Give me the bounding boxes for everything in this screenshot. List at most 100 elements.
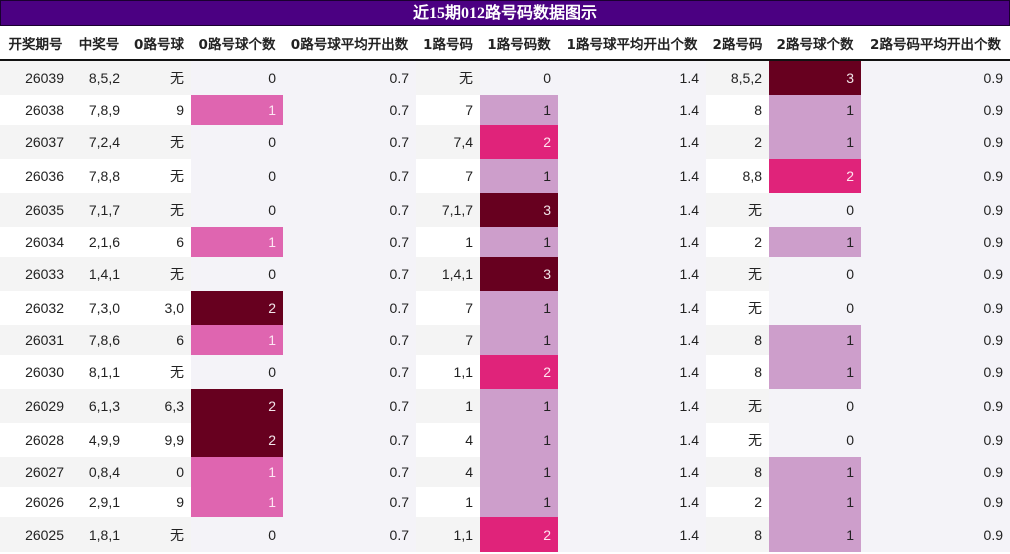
road0-balls-cell: 无 [127,193,191,227]
road2-count-cell: 1 [769,517,861,552]
col-header-road0-count: 0路号球个数 [191,26,283,61]
road0-count-cell: 2 [191,291,283,325]
period-cell: 26027 [0,457,71,487]
road1-avg-cell: 1.4 [558,60,706,95]
table-row: 26037 7,2,4 无 0 0.7 7,4 2 1.4 2 1 0.9 [0,125,1010,159]
road0-count-cell: 0 [191,60,283,95]
period-cell: 26033 [0,257,71,291]
road2-count-cell: 0 [769,291,861,325]
road1-count-cell: 1 [480,423,558,457]
road1-avg-cell: 1.4 [558,325,706,355]
table-row: 26030 8,1,1 无 0 0.7 1,1 2 1.4 8 1 0.9 [0,355,1010,389]
road1-avg-cell: 1.4 [558,457,706,487]
road0-count-cell: 0 [191,193,283,227]
period-cell: 26025 [0,517,71,552]
road2-count-cell: 0 [769,193,861,227]
road1-numbers-cell: 7,4 [416,125,480,159]
road2-numbers-cell: 2 [706,125,769,159]
col-header-period: 开奖期号 [0,26,71,61]
road1-avg-cell: 1.4 [558,125,706,159]
road2-count-cell: 1 [769,227,861,257]
road0-count-cell: 2 [191,389,283,423]
col-header-road2-avg: 2路号码平均开出个数 [861,26,1010,61]
road1-avg-cell: 1.4 [558,257,706,291]
road1-avg-cell: 1.4 [558,227,706,257]
road1-count-cell: 1 [480,389,558,423]
period-cell: 26032 [0,291,71,325]
road0-count-cell: 0 [191,355,283,389]
road0-balls-cell: 9 [127,95,191,125]
road1-numbers-cell: 1,4,1 [416,257,480,291]
period-cell: 26028 [0,423,71,457]
road1-avg-cell: 1.4 [558,159,706,193]
winning-number-cell: 2,1,6 [71,227,127,257]
road1-count-cell: 2 [480,355,558,389]
period-cell: 26036 [0,159,71,193]
col-header-road1-count: 1路号码数 [480,26,558,61]
road0-count-cell: 1 [191,325,283,355]
col-header-road2-numbers: 2路号码 [706,26,769,61]
period-cell: 26038 [0,95,71,125]
period-cell: 26037 [0,125,71,159]
road2-count-cell: 2 [769,159,861,193]
road0-balls-cell: 6,3 [127,389,191,423]
road1-numbers-cell: 4 [416,457,480,487]
road2-avg-cell: 0.9 [861,517,1010,552]
road1-avg-cell: 1.4 [558,487,706,517]
road0-avg-cell: 0.7 [283,125,416,159]
road1-numbers-cell: 无 [416,60,480,95]
table-row: 26027 0,8,4 0 1 0.7 4 1 1.4 8 1 0.9 [0,457,1010,487]
road2-count-cell: 1 [769,325,861,355]
road1-numbers-cell: 7 [416,159,480,193]
col-header-road2-count: 2路号球个数 [769,26,861,61]
winning-number-cell: 6,1,3 [71,389,127,423]
road0-avg-cell: 0.7 [283,487,416,517]
road2-avg-cell: 0.9 [861,355,1010,389]
road2-numbers-cell: 无 [706,257,769,291]
road0-balls-cell: 无 [127,517,191,552]
road2-avg-cell: 0.9 [861,389,1010,423]
period-cell: 26034 [0,227,71,257]
winning-number-cell: 1,4,1 [71,257,127,291]
road2-count-cell: 1 [769,125,861,159]
road2-count-cell: 1 [769,95,861,125]
winning-number-cell: 0,8,4 [71,457,127,487]
table-title: 近15期012路号码数据图示 [0,0,1010,26]
road1-count-cell: 0 [480,60,558,95]
road2-numbers-cell: 8,5,2 [706,60,769,95]
road2-count-cell: 1 [769,355,861,389]
winning-number-cell: 7,2,4 [71,125,127,159]
road1-numbers-cell: 7 [416,291,480,325]
road2-numbers-cell: 8,8 [706,159,769,193]
road2-avg-cell: 0.9 [861,457,1010,487]
road0-count-cell: 0 [191,257,283,291]
winning-number-cell: 7,8,8 [71,159,127,193]
col-header-road0-balls: 0路号球 [127,26,191,61]
road0-avg-cell: 0.7 [283,457,416,487]
road1-count-cell: 1 [480,291,558,325]
road2-numbers-cell: 8 [706,457,769,487]
road0-count-cell: 1 [191,487,283,517]
road0-avg-cell: 0.7 [283,227,416,257]
road2-count-cell: 0 [769,423,861,457]
col-header-winning-number: 中奖号 [71,26,127,61]
road2-numbers-cell: 2 [706,487,769,517]
road2-avg-cell: 0.9 [861,227,1010,257]
road2-count-cell: 0 [769,389,861,423]
road0-avg-cell: 0.7 [283,60,416,95]
col-header-road1-avg: 1路号球平均开出个数 [558,26,706,61]
road1-avg-cell: 1.4 [558,423,706,457]
winning-number-cell: 2,9,1 [71,487,127,517]
road1-count-cell: 3 [480,257,558,291]
road1-numbers-cell: 7 [416,325,480,355]
table-row: 26038 7,8,9 9 1 0.7 7 1 1.4 8 1 0.9 [0,95,1010,125]
table-row: 26025 1,8,1 无 0 0.7 1,1 2 1.4 8 1 0.9 [0,517,1010,552]
table-row: 26031 7,8,6 6 1 0.7 7 1 1.4 8 1 0.9 [0,325,1010,355]
road2-avg-cell: 0.9 [861,193,1010,227]
road1-numbers-cell: 4 [416,423,480,457]
road2-numbers-cell: 2 [706,227,769,257]
road0-balls-cell: 无 [127,159,191,193]
road-012-data-table: 开奖期号 中奖号 0路号球 0路号球个数 0路号球平均开出数 1路号码 1路号码… [0,26,1010,552]
road1-numbers-cell: 7 [416,95,480,125]
road1-avg-cell: 1.4 [558,291,706,325]
